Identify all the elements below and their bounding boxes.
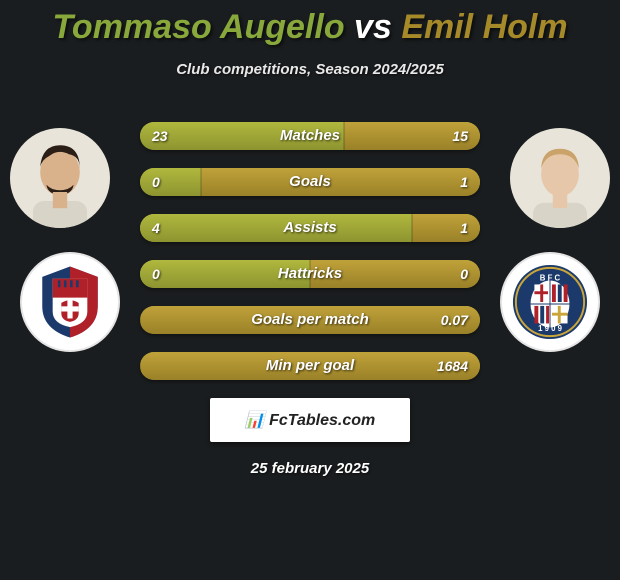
stat-label: Assists (140, 214, 480, 242)
stat-label: Matches (140, 122, 480, 150)
crest-bologna-icon: B F C 1 9 0 9 (511, 263, 589, 341)
source-badge: 📊 FcTables.com (210, 398, 410, 442)
chart-icon: 📊 (245, 412, 265, 429)
content-area: B F C 1 9 0 9 2315Matches 01Goals 41Assist… (0, 110, 620, 477)
subtitle: Club competitions, Season 2024/2025 (0, 61, 620, 78)
stat-row: 0.07Goals per match (140, 306, 480, 334)
player1-club-crest (20, 252, 120, 352)
player1-name: Tommaso Augello (52, 8, 344, 46)
vs-label: vs (354, 8, 392, 46)
source-text: FcTables.com (269, 412, 375, 429)
stat-row: 2315Matches (140, 122, 480, 150)
stat-row: 00Hattricks (140, 260, 480, 288)
player2-avatar (510, 128, 610, 228)
avatar-silhouette-icon (15, 138, 105, 228)
player1-avatar (10, 128, 110, 228)
comparison-title: Tommaso Augello vs Emil Holm (0, 0, 620, 47)
stat-row: 41Assists (140, 214, 480, 242)
stat-label: Min per goal (140, 352, 480, 380)
stat-row: 01Goals (140, 168, 480, 196)
crest-cagliari-icon (35, 263, 105, 341)
player2-club-crest: B F C 1 9 0 9 (500, 252, 600, 352)
stat-row: 1684Min per goal (140, 352, 480, 380)
player2-name: Emil Holm (401, 8, 567, 46)
stat-label: Hattricks (140, 260, 480, 288)
stats-bars: 2315Matches 01Goals 41Assists 00Hattricks 0.… (140, 122, 480, 380)
avatar-silhouette-icon (515, 138, 605, 228)
snapshot-date: 25 february 2025 (0, 460, 620, 477)
stat-label: Goals (140, 168, 480, 196)
stat-label: Goals per match (140, 306, 480, 334)
